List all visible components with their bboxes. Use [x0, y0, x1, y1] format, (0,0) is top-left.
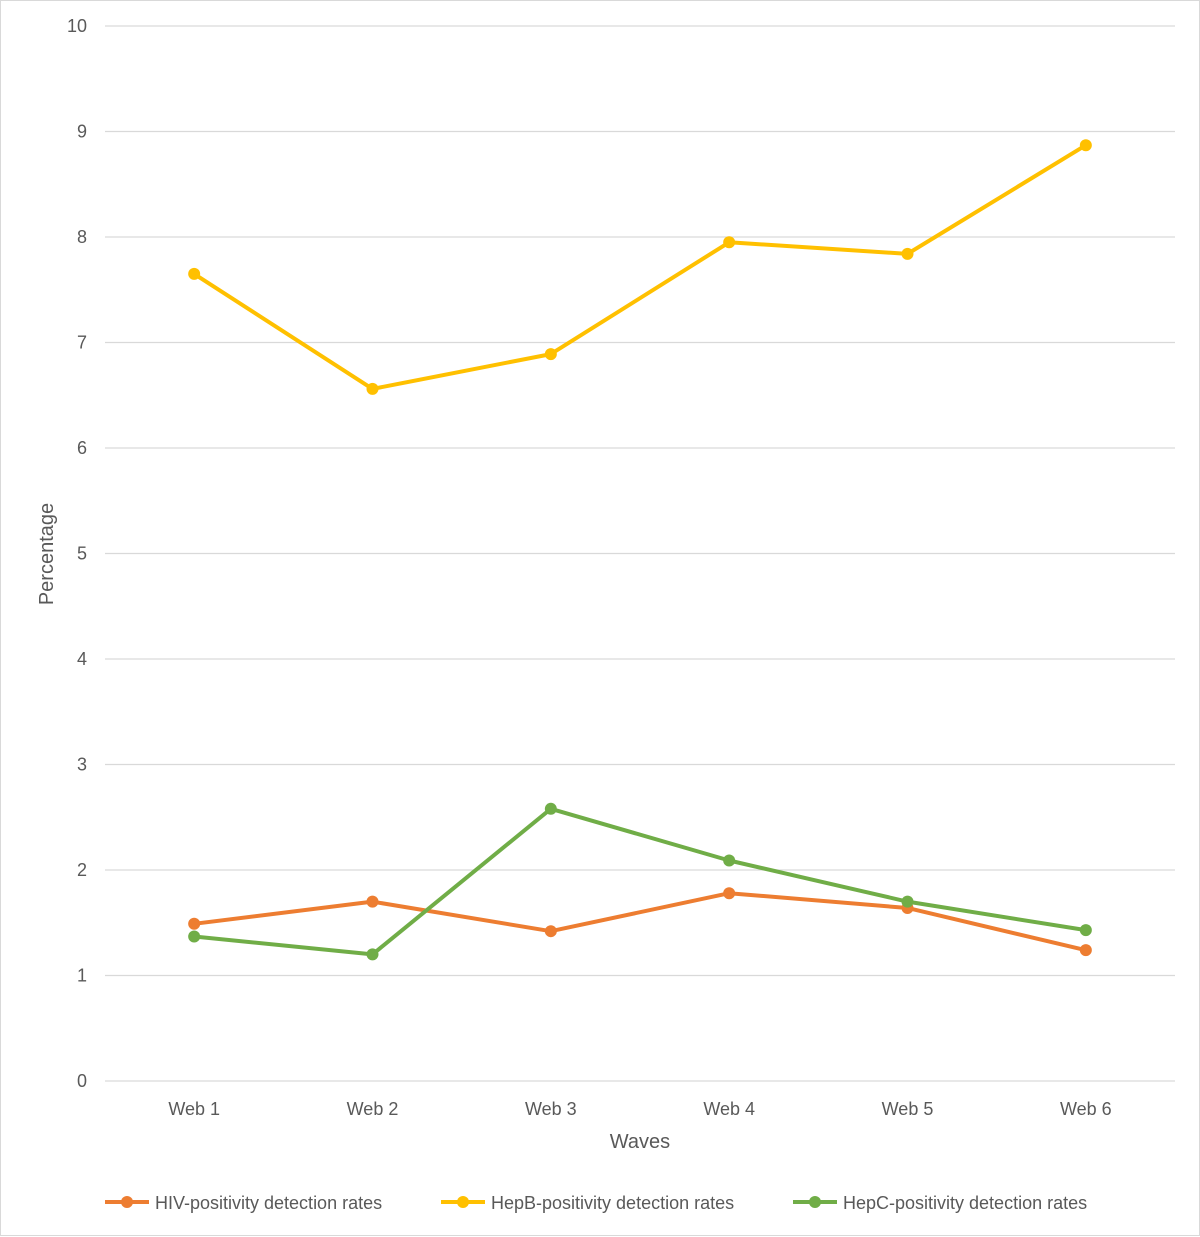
gridlines — [105, 25, 1175, 1082]
legend-label: HepC-positivity detection rates — [843, 1193, 1087, 1213]
legend-marker — [809, 1196, 821, 1208]
x-tick-label: Web 3 — [525, 1099, 577, 1119]
series-3 — [188, 802, 1092, 961]
y-tick-label: 3 — [77, 755, 87, 775]
data-point — [723, 854, 736, 867]
y-axis-title: Percentage — [36, 503, 58, 605]
x-axis-ticks: Web 1 Web 2 Web 3 Web 4 Web 5 Web 6 — [168, 1099, 1111, 1119]
y-tick-label: 10 — [67, 16, 87, 36]
data-point — [1079, 944, 1092, 957]
x-axis-title: Waves — [610, 1131, 670, 1153]
legend-marker — [457, 1196, 469, 1208]
x-tick-label: Web 5 — [882, 1099, 934, 1119]
y-tick-label: 1 — [77, 966, 87, 986]
legend: HIV-positivity detection rates HepB-posit… — [105, 1193, 1087, 1213]
y-tick-label: 4 — [77, 649, 87, 669]
y-tick-label: 0 — [77, 1071, 87, 1091]
data-point — [188, 917, 201, 930]
y-axis-ticks: 0 1 2 3 4 5 6 7 8 9 10 — [67, 16, 87, 1091]
series-line — [192, 806, 1088, 957]
x-tick-label: Web 6 — [1060, 1099, 1112, 1119]
data-point — [1079, 924, 1092, 937]
series-1 — [188, 887, 1092, 957]
data-point — [188, 267, 201, 280]
data-point — [723, 887, 736, 900]
legend-item: HepB-positivity detection rates — [441, 1193, 734, 1213]
legend-marker — [121, 1196, 133, 1208]
series-2 — [188, 139, 1092, 395]
data-point — [366, 382, 379, 395]
series-line — [192, 891, 1088, 953]
y-tick-label: 8 — [77, 227, 87, 247]
x-tick-label: Web 2 — [347, 1099, 399, 1119]
y-tick-label: 7 — [77, 333, 87, 353]
series-group — [188, 139, 1092, 961]
x-tick-label: Web 4 — [703, 1099, 755, 1119]
y-tick-label: 5 — [77, 544, 87, 564]
legend-item: HepC-positivity detection rates — [793, 1193, 1087, 1213]
legend-label: HIV-positivity detection rates — [155, 1193, 382, 1213]
data-point — [188, 930, 201, 943]
y-tick-label: 9 — [77, 122, 87, 142]
series-line — [192, 143, 1088, 391]
y-tick-label: 2 — [77, 860, 87, 880]
legend-item: HIV-positivity detection rates — [105, 1193, 382, 1213]
data-point — [544, 802, 557, 815]
data-point — [366, 948, 379, 961]
data-point — [366, 895, 379, 908]
data-point — [544, 925, 557, 938]
legend-label: HepB-positivity detection rates — [491, 1193, 734, 1213]
data-point — [544, 348, 557, 361]
data-point — [1079, 139, 1092, 152]
x-tick-label: Web 1 — [168, 1099, 220, 1119]
data-point — [901, 895, 914, 908]
data-point — [723, 236, 736, 249]
y-tick-label: 6 — [77, 438, 87, 458]
data-point — [901, 247, 914, 260]
